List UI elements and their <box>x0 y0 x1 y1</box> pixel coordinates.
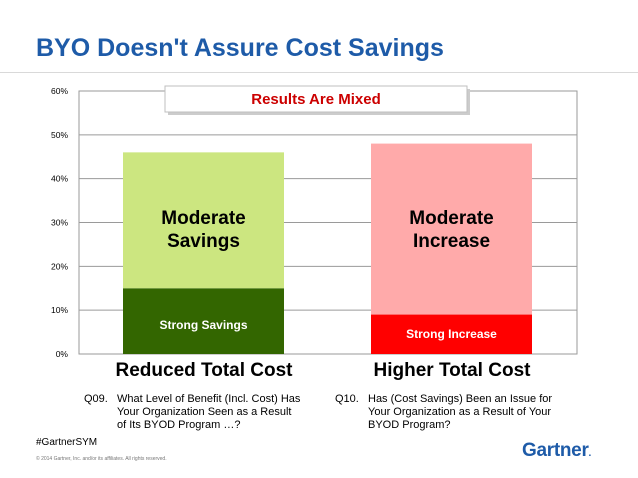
segment-label-strong-savings: Strong Savings <box>159 318 247 332</box>
segment-label-moderate-savings: Savings <box>167 231 240 252</box>
category-label-higher: Higher Total Cost <box>373 360 531 381</box>
segment-label-strong-increase: Strong Increase <box>406 327 497 341</box>
question-text: Has (Cost Savings) Been an Issue for Your… <box>368 393 552 432</box>
logo-dot: . <box>588 448 592 459</box>
y-tick-label: 10% <box>51 305 68 315</box>
question-line: What Level of Benefit (Incl. Cost) Has <box>117 393 301 405</box>
bar-moderate-savings <box>123 152 284 289</box>
y-tick-label: 40% <box>51 174 68 184</box>
question-line: Your Organization as a Result of Your <box>368 406 552 418</box>
bar-strong-savings <box>123 288 284 354</box>
y-tick-label: 30% <box>51 218 68 228</box>
y-tick-label: 20% <box>51 261 68 271</box>
question-number: Q09. <box>84 393 108 405</box>
banner-text: Results Are Mixed <box>251 91 381 108</box>
y-tick-label: 0% <box>56 349 69 359</box>
segment-label-moderate-savings: Moderate <box>161 208 245 229</box>
segment-label-moderate-increase: Moderate <box>409 208 493 229</box>
question-q10: Q10. Has (Cost Savings) Been an Issue for… <box>335 393 552 432</box>
page-title: BYO Doesn't Assure Cost Savings <box>36 34 444 62</box>
question-number: Q10. <box>335 393 359 405</box>
question-line: Has (Cost Savings) Been an Issue for <box>368 393 553 405</box>
category-label-reduced: Reduced Total Cost <box>115 360 293 381</box>
y-tick-label: 60% <box>51 86 68 96</box>
question-text: What Level of Benefit (Incl. Cost) Has Yo… <box>117 393 300 432</box>
bar-moderate-increase <box>371 143 532 315</box>
banner-box <box>164 85 468 113</box>
question-q09: Q09. What Level of Benefit (Incl. Cost) H… <box>84 393 300 432</box>
title-divider <box>0 72 638 73</box>
question-line: BYOD Program? <box>368 419 451 431</box>
segment-label-moderate-increase: Increase <box>413 231 490 252</box>
question-line: of Its BYOD Program …? <box>117 419 241 431</box>
bar-strong-increase <box>371 314 532 354</box>
copyright-notice: © 2014 Gartner, Inc. and/or its affiliat… <box>36 456 167 462</box>
logo-text: Gartner <box>522 440 589 461</box>
y-tick-label: 50% <box>51 130 68 140</box>
gartner-logo: Gartner. <box>522 440 591 462</box>
hashtag: #GartnerSYM <box>36 437 98 448</box>
question-line: Your Organization Seen as a Result <box>117 406 292 418</box>
